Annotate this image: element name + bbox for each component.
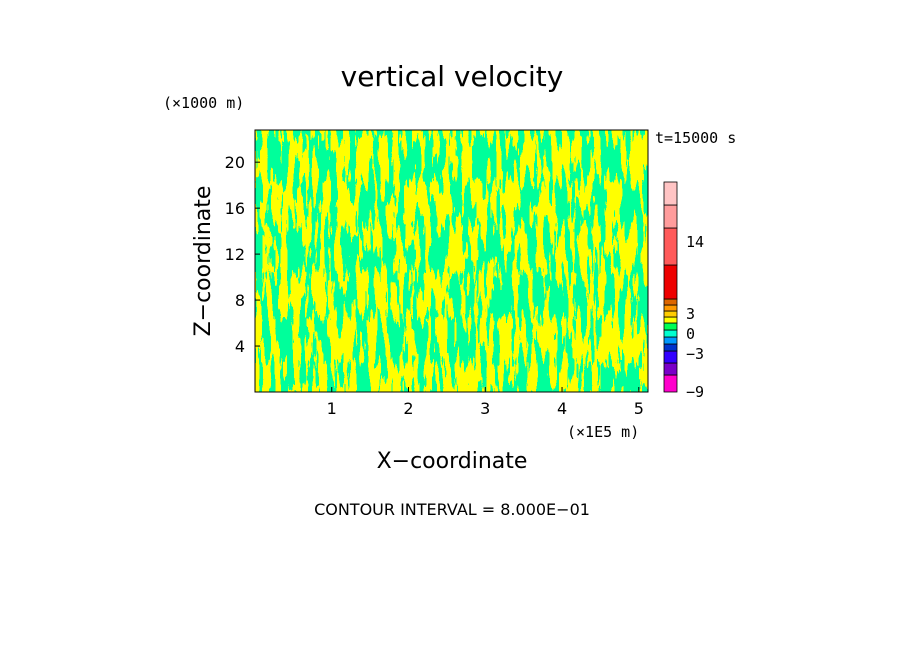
x-tick-label: 2 [403,399,413,418]
colorbar-band [663,316,678,324]
colorbar-band [663,298,678,306]
colorbar-band [663,343,678,352]
y-unit-label: (×1000 m) [163,94,244,112]
colorbar-band [663,264,678,300]
colorbar-label: −3 [686,345,704,363]
colorbar-band [663,350,678,364]
contour-interval-label: CONTOUR INTERVAL = 8.000E−01 [314,500,590,519]
colorbar-label: 14 [686,233,704,251]
y-axis-label: Z−coordinate [191,186,216,337]
y-tick-label: 12 [225,245,245,264]
colorbar-label: 0 [686,325,695,343]
x-tick-label: 4 [557,399,567,418]
colorbar-band [663,310,678,318]
time-label: t=15000 s [655,129,736,147]
velocity-field [255,130,648,392]
x-axis-label: X−coordinate [377,449,528,474]
plot-frame [254,129,649,393]
colorbar-band [663,362,678,376]
y-tick-label: 20 [225,153,245,172]
y-axis-ticks: 4 8 12 16 20 [225,153,260,356]
colorbar-band [663,336,678,345]
colorbar-label: −9 [686,383,704,401]
x-tick-label: 1 [327,399,337,418]
y-tick-label: 4 [235,337,245,356]
colorbar-band [663,227,678,266]
y-tick-label: 8 [235,291,245,310]
colorbar: 14 3 0 −3 −9 [663,181,704,401]
colorbar-band [663,304,678,312]
colorbar-label: 3 [686,305,695,323]
x-tick-label: 5 [634,399,644,418]
colorbar-band [663,329,678,338]
x-axis-ticks: 1 2 3 4 5 [327,387,644,418]
chart-title: vertical velocity [341,60,564,93]
colorbar-band [663,374,678,393]
colorbar-band [663,204,678,229]
y-tick-label: 16 [225,199,245,218]
x-unit-label: (×1E5 m) [567,423,639,441]
colorbar-band [663,181,678,206]
colorbar-band [663,322,678,331]
x-tick-label: 3 [480,399,490,418]
plot-area [254,129,649,393]
